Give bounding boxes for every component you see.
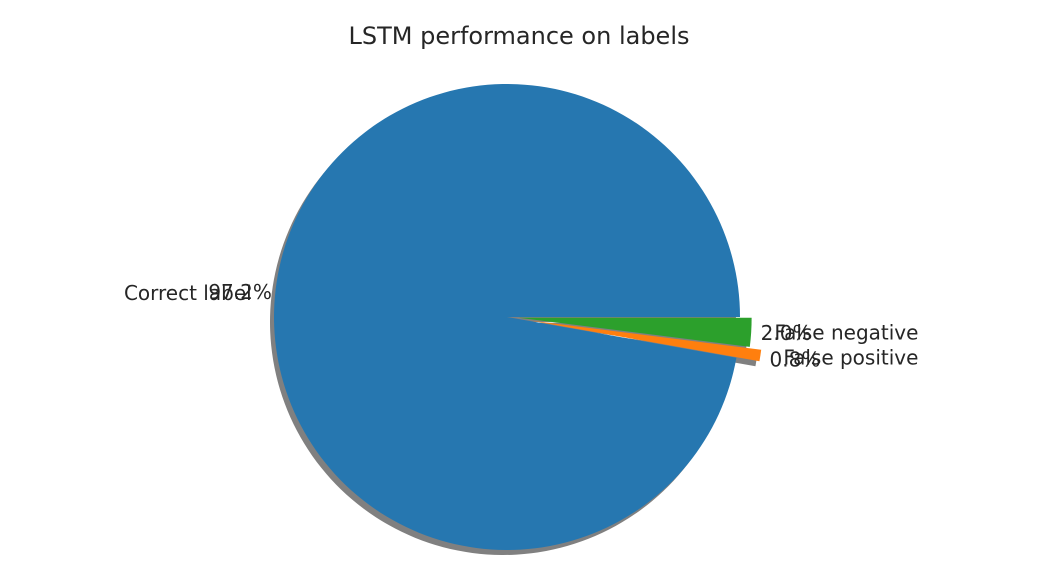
pie-slice-false-positive bbox=[530, 320, 762, 362]
slice-label-false-positive: False positive bbox=[783, 346, 918, 370]
slice-label-false-negative: False negative bbox=[774, 320, 918, 344]
pie-slice-correct-label bbox=[273, 84, 740, 551]
pie-slice-false-negative bbox=[518, 317, 752, 347]
slice-label-correct-label: Correct label bbox=[124, 281, 252, 305]
pie-slices bbox=[273, 84, 762, 551]
slice-percent-false-positive: 0.8% bbox=[770, 347, 821, 371]
slice-percent-correct-label: 97.2% bbox=[208, 280, 272, 304]
slice-percent-false-negative: 2.0% bbox=[761, 321, 812, 345]
chart-title: LSTM performance on labels bbox=[348, 22, 689, 50]
